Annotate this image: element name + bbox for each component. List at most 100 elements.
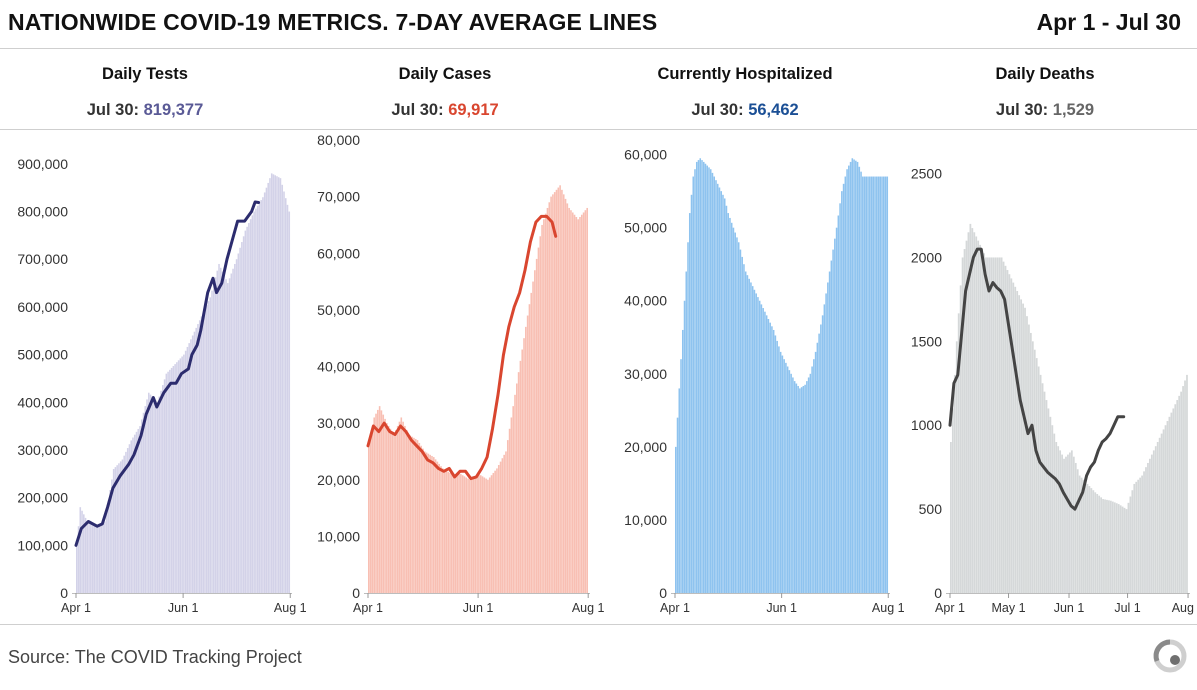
- x-tick-label: Aug 1: [872, 601, 905, 615]
- bar: [449, 472, 451, 593]
- bar: [678, 388, 681, 593]
- bar: [512, 406, 514, 593]
- bar: [165, 373, 168, 593]
- y-tick-label: 600,000: [17, 299, 68, 315]
- bar: [501, 458, 504, 593]
- y-tick-label: 10,000: [317, 528, 360, 544]
- bar: [996, 257, 999, 593]
- bar: [79, 507, 82, 593]
- bar: [1111, 501, 1114, 593]
- bar: [804, 384, 806, 593]
- bar: [283, 191, 285, 593]
- y-tick-label: 100,000: [17, 537, 68, 553]
- bar: [114, 467, 117, 593]
- bar: [1094, 492, 1097, 593]
- bar: [112, 469, 115, 593]
- bar: [548, 202, 551, 593]
- y-tick-label: 500,000: [17, 347, 68, 363]
- bar: [1156, 442, 1159, 593]
- bar: [814, 351, 817, 593]
- bar: [793, 381, 796, 593]
- bar: [994, 257, 997, 593]
- bar: [758, 300, 761, 593]
- x-tick-label: Jun 1: [463, 601, 494, 615]
- bar: [207, 301, 210, 593]
- bar: [253, 211, 255, 593]
- bar: [806, 381, 808, 593]
- bar: [432, 457, 435, 593]
- bar: [739, 249, 742, 593]
- bar: [186, 346, 189, 593]
- y-tick-label: 30,000: [624, 366, 667, 382]
- bar: [510, 417, 513, 593]
- bar: [422, 448, 424, 593]
- bar: [534, 270, 536, 593]
- bar: [865, 176, 868, 593]
- bar: [211, 290, 213, 593]
- bar: [431, 455, 433, 593]
- bar: [288, 211, 291, 593]
- bar: [251, 215, 254, 593]
- bar: [716, 183, 719, 593]
- bar: [286, 204, 289, 593]
- bar: [158, 396, 161, 593]
- bar: [76, 545, 78, 593]
- bar: [272, 174, 275, 593]
- bar: [1172, 408, 1175, 593]
- bar: [582, 212, 585, 593]
- bar: [184, 350, 187, 593]
- bar: [373, 417, 376, 593]
- bar: [77, 526, 80, 593]
- bar: [1069, 452, 1071, 593]
- bar: [979, 244, 982, 593]
- bar: [675, 446, 677, 593]
- bar: [750, 282, 752, 593]
- bar: [992, 257, 995, 593]
- bar: [744, 271, 747, 593]
- bar: [699, 158, 702, 594]
- bar: [1000, 257, 1003, 593]
- bar: [963, 249, 966, 594]
- bar: [760, 304, 763, 593]
- bar: [458, 474, 460, 593]
- bar: [269, 178, 271, 593]
- bar: [1102, 499, 1104, 593]
- bar: [402, 421, 404, 593]
- bar: [232, 268, 234, 593]
- bar: [118, 463, 120, 593]
- bar: [1018, 295, 1021, 593]
- bar: [140, 419, 143, 593]
- bar: [842, 183, 845, 593]
- bar: [743, 264, 745, 593]
- bar: [1115, 503, 1118, 593]
- covid-tracking-project-logo-icon: [1153, 639, 1187, 673]
- bar: [514, 394, 516, 593]
- y-tick-label: 1000: [911, 417, 942, 433]
- bar: [237, 253, 240, 594]
- bar: [267, 182, 269, 594]
- bar: [884, 176, 887, 593]
- bar: [144, 406, 147, 593]
- bar: [496, 468, 498, 593]
- bar: [957, 313, 960, 593]
- bar: [492, 472, 495, 593]
- bar: [1092, 490, 1095, 593]
- bar: [476, 475, 478, 593]
- footer: Source: The COVID Tracking Project: [0, 624, 1197, 690]
- average-line: [74, 200, 261, 547]
- bar: [284, 198, 287, 593]
- metric-value-prefix: Jul 30:: [995, 101, 1049, 119]
- x-tick-label: Apr 1: [353, 601, 383, 615]
- bar: [1035, 358, 1038, 593]
- metric-value-cases: Jul 30: 69,917: [295, 101, 595, 120]
- title-bar: NATIONWIDE COVID-19 METRICS. 7-DAY AVERA…: [0, 0, 1197, 49]
- bar: [221, 271, 224, 593]
- bar: [198, 320, 201, 593]
- bar: [148, 392, 150, 593]
- bar: [1065, 456, 1067, 593]
- bar: [769, 322, 771, 593]
- bar: [227, 283, 229, 593]
- bar: [1051, 425, 1054, 593]
- bar: [121, 459, 124, 593]
- bar: [465, 477, 468, 593]
